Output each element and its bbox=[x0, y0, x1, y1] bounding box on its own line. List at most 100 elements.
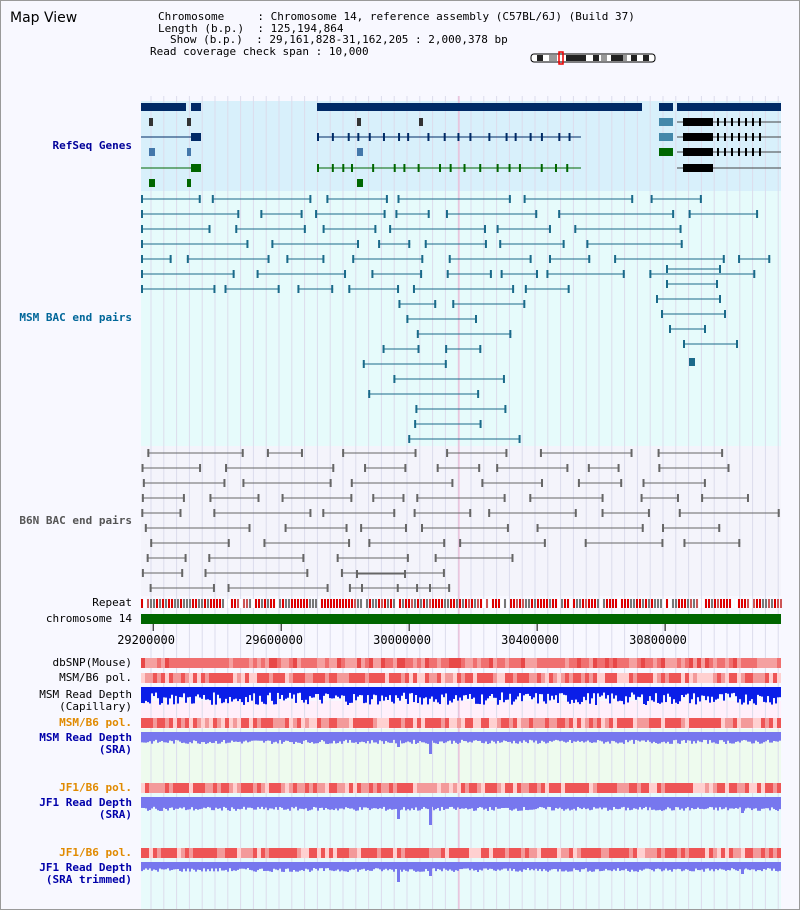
read-depth-bar bbox=[531, 797, 533, 810]
polymorphism-cell bbox=[305, 783, 309, 793]
read-depth-bar bbox=[683, 862, 685, 871]
polymorphism-cell bbox=[777, 718, 781, 728]
polymorphism-cell bbox=[617, 718, 621, 728]
b6n-bac-end bbox=[683, 539, 686, 547]
read-depth-bar bbox=[567, 797, 569, 809]
repeat-element bbox=[591, 599, 593, 608]
read-depth-bar bbox=[447, 862, 449, 871]
b6n-bac-end bbox=[146, 554, 149, 562]
msm-bac-end bbox=[446, 270, 449, 278]
read-depth-bar bbox=[413, 732, 415, 740]
read-depth-bar bbox=[571, 732, 573, 744]
read-depth-bar bbox=[541, 797, 543, 808]
track-label-b6n-bac[interactable]: B6N BAC end pairs bbox=[19, 514, 132, 527]
b6n-bac-end bbox=[701, 494, 704, 502]
read-depth-bar bbox=[703, 732, 705, 740]
repeat-element bbox=[756, 599, 758, 608]
polymorphism-cell bbox=[625, 718, 629, 728]
b6n-bac-end bbox=[404, 524, 407, 532]
polymorphism-cell bbox=[549, 718, 553, 728]
read-depth-bar bbox=[597, 797, 599, 809]
read-depth-bar bbox=[605, 687, 607, 699]
polymorphism-cell bbox=[161, 718, 165, 728]
read-depth-bar bbox=[683, 732, 685, 741]
polymorphism-cell bbox=[725, 658, 729, 668]
read-depth-bar bbox=[649, 732, 651, 742]
read-depth-bar bbox=[511, 797, 513, 811]
read-depth-bar bbox=[491, 862, 493, 869]
read-depth-bar bbox=[305, 732, 307, 741]
polymorphism-cell bbox=[677, 718, 681, 728]
read-depth-bar bbox=[427, 797, 429, 810]
read-depth-bar bbox=[621, 862, 623, 871]
read-depth-bar bbox=[157, 862, 159, 872]
polymorphism-cell bbox=[201, 658, 205, 668]
read-depth-bar bbox=[237, 687, 239, 702]
read-depth-bar bbox=[511, 862, 513, 871]
read-depth-bar bbox=[591, 732, 593, 743]
b6n-bac-end bbox=[404, 570, 406, 578]
polymorphism-cell bbox=[189, 673, 193, 683]
track-label-msm-read-capillary: MSM Read Depth (Capillary) bbox=[39, 689, 132, 713]
polymorphism-cell bbox=[461, 783, 465, 793]
read-depth-bar bbox=[311, 862, 313, 871]
read-depth-bar bbox=[779, 732, 781, 741]
refseq-exon bbox=[479, 164, 482, 172]
read-depth-bar bbox=[451, 797, 453, 807]
msm-bac-end bbox=[141, 225, 143, 233]
read-depth-bar bbox=[579, 797, 581, 809]
read-depth-bar bbox=[591, 687, 593, 699]
b6n-bac-end bbox=[281, 494, 284, 502]
refseq-exon bbox=[683, 148, 713, 156]
polymorphism-cell bbox=[417, 658, 421, 668]
read-depth-bar bbox=[745, 687, 747, 695]
read-depth-bar bbox=[347, 797, 349, 809]
polymorphism-cell bbox=[609, 848, 613, 858]
polymorphism-cell bbox=[769, 783, 773, 793]
msm-bac-end bbox=[420, 270, 423, 278]
msm-bac-end bbox=[562, 240, 565, 248]
refseq-exon bbox=[439, 164, 442, 172]
repeat-element bbox=[300, 599, 302, 608]
polymorphism-cell bbox=[253, 783, 257, 793]
read-depth-bar bbox=[485, 862, 487, 869]
polymorphism-cell bbox=[461, 673, 465, 683]
read-depth-spike bbox=[397, 797, 400, 819]
polymorphism-cell bbox=[257, 848, 261, 858]
repeat-element bbox=[444, 599, 446, 608]
read-depth-bar bbox=[583, 732, 585, 743]
read-depth-bar bbox=[207, 732, 209, 744]
polymorphism-cell bbox=[473, 783, 477, 793]
polymorphism-cell bbox=[773, 658, 777, 668]
polymorphism-cell bbox=[581, 848, 585, 858]
track-label-refseq[interactable]: RefSeq Genes bbox=[52, 139, 132, 152]
read-depth-bar bbox=[709, 687, 711, 703]
read-depth-bar bbox=[519, 687, 521, 694]
read-depth-bar bbox=[257, 687, 259, 705]
read-depth-bar bbox=[485, 797, 487, 809]
read-depth-bar bbox=[699, 732, 701, 742]
polymorphism-cell bbox=[497, 673, 501, 683]
read-depth-bar bbox=[227, 797, 229, 811]
track-label-msm-bac[interactable]: MSM BAC end pairs bbox=[19, 311, 132, 324]
polymorphism-cell bbox=[373, 848, 377, 858]
msm-bac-end bbox=[479, 420, 482, 428]
b6n-bac-end bbox=[703, 479, 706, 487]
read-depth-bar bbox=[633, 797, 635, 809]
polymorphism-cell bbox=[653, 658, 657, 668]
polymorphism-cell bbox=[213, 848, 217, 858]
msm-bac-end bbox=[208, 225, 211, 233]
read-depth-bar bbox=[623, 732, 625, 744]
polymorphism-cell bbox=[593, 783, 597, 793]
polymorphism-cell bbox=[269, 848, 273, 858]
read-depth-bar bbox=[539, 732, 541, 744]
polymorphism-cell bbox=[613, 673, 617, 683]
read-depth-bar bbox=[143, 797, 145, 808]
read-depth-bar bbox=[643, 687, 645, 704]
polymorphism-cell bbox=[473, 658, 477, 668]
msm-bac-end bbox=[412, 285, 415, 293]
read-depth-bar bbox=[183, 687, 185, 694]
read-depth-bar bbox=[359, 687, 361, 696]
polymorphism-cell bbox=[289, 848, 293, 858]
